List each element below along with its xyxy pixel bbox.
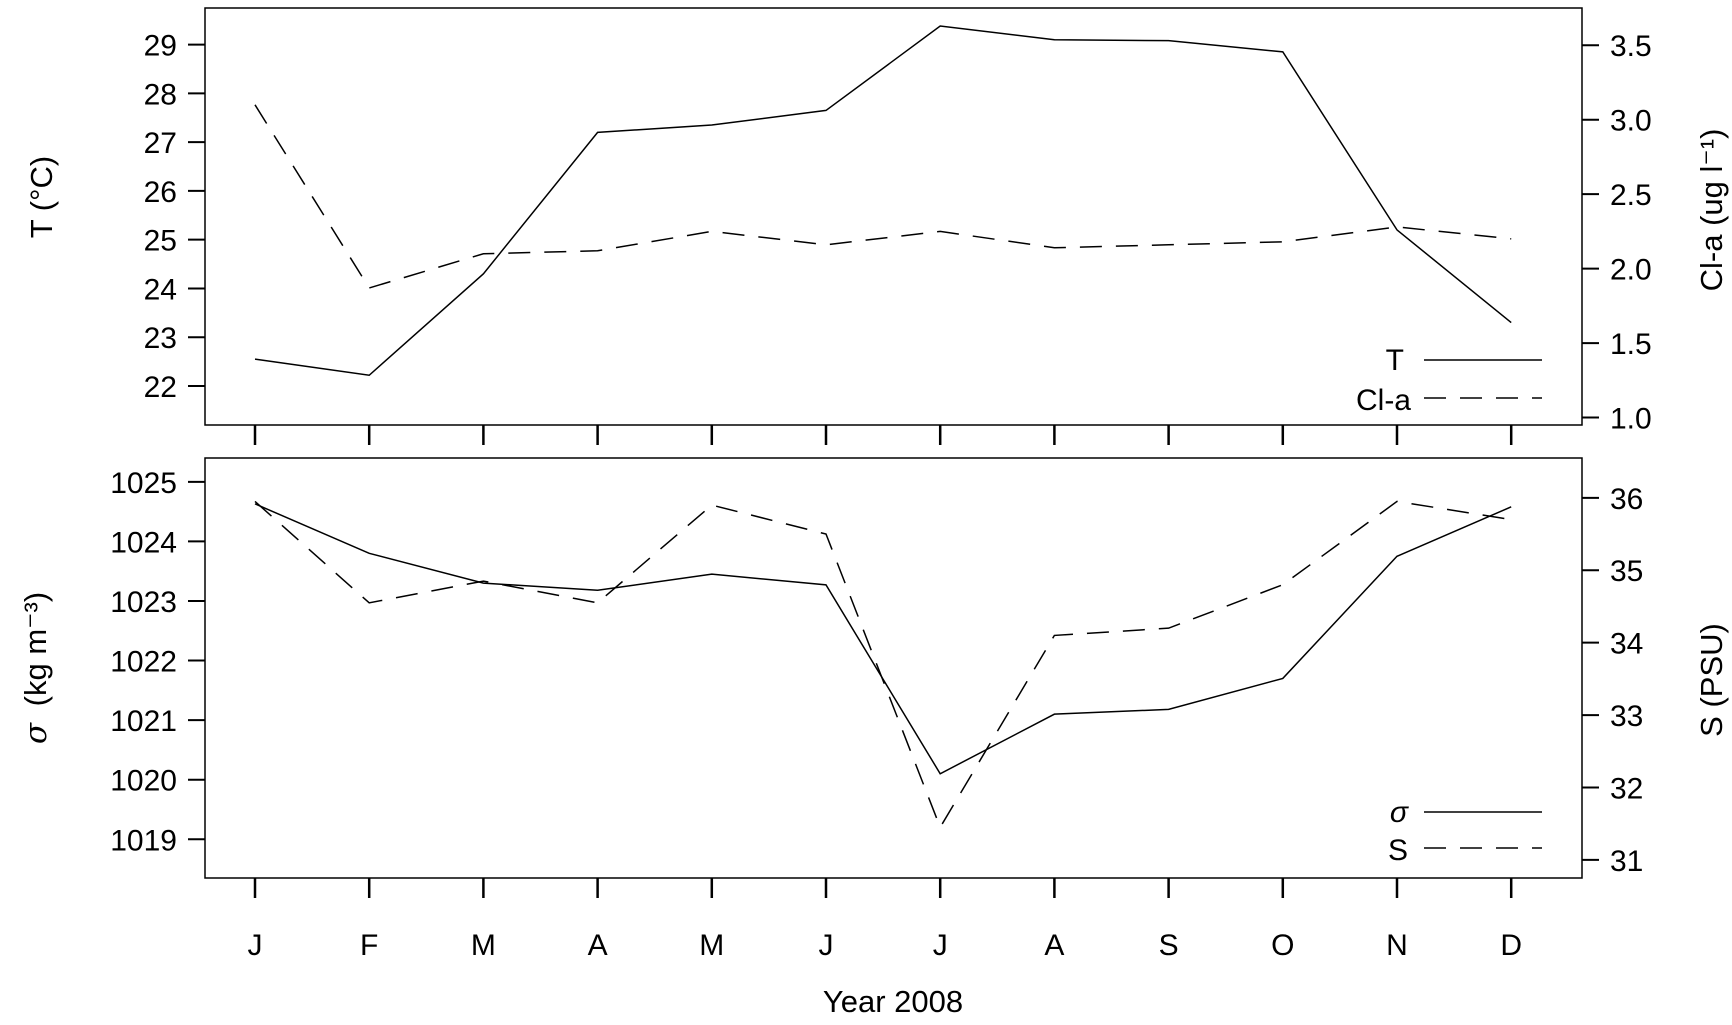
series-line-0 [254, 25, 1512, 377]
legend-label-t: T [1386, 344, 1404, 377]
right-tick-label: 1.5 [1610, 328, 1652, 361]
right-tick-label: 33 [1610, 700, 1643, 733]
x-tick-label: O [1271, 929, 1294, 962]
x-tick-label: J [248, 929, 263, 962]
left-tick-label: 24 [144, 273, 177, 306]
right-tick-label: 34 [1610, 628, 1643, 661]
legend-label-sigma: σ [1390, 796, 1410, 829]
left-tick-label: 1025 [110, 467, 177, 500]
top-series-lines [254, 25, 1512, 377]
series-line-1 [254, 104, 1512, 289]
x-tick-label: M [471, 929, 496, 962]
x-tick-label: J [933, 929, 948, 962]
left-tick-label: 1022 [110, 646, 177, 679]
left-tick-label: 23 [144, 322, 177, 355]
bottom-plot-frame [204, 457, 1583, 879]
right-tick-label: 3.5 [1610, 30, 1652, 63]
right-tick-label: 32 [1610, 772, 1643, 805]
x-tick-label: A [588, 929, 608, 962]
x-axis-title: Year 2008 [823, 984, 963, 1019]
right-tick-label: 36 [1610, 483, 1643, 516]
bottom-right-axis-title: S (PSU) [1694, 623, 1729, 737]
top-left-axis-title: T (°C) [24, 156, 59, 238]
left-tick-label: 28 [144, 78, 177, 111]
right-tick-label: 35 [1610, 555, 1643, 588]
x-tick-label: F [360, 929, 378, 962]
left-tick-label: 27 [144, 127, 177, 160]
bottom-legend: σ S [1388, 796, 1542, 867]
x-tick-label: A [1044, 929, 1064, 962]
left-tick-label: 1023 [110, 586, 177, 619]
left-tick-label: 26 [144, 176, 177, 209]
legend-label-cla: Cl-a [1356, 384, 1411, 417]
right-tick-label: 3.0 [1610, 105, 1652, 138]
bottom-left-axis: 1019 1020 1021 1022 1023 1024 1025 [110, 467, 205, 857]
top-legend: T Cl-a [1356, 344, 1542, 417]
bottom-right-axis: 31 32 33 34 35 36 [1582, 483, 1643, 878]
x-tick-label: M [699, 929, 724, 962]
bottom-series-lines [254, 500, 1512, 830]
panel-temperature-chlorophyll: 22 23 24 25 26 27 28 29 1.0 1.5 2.0 2.5 3.0 3.5 T (°… [24, 7, 1729, 445]
left-tick-label: 25 [144, 225, 177, 258]
x-tick-label: D [1500, 929, 1522, 962]
top-x-axis [253, 425, 1513, 445]
x-tick-label: S [1159, 929, 1179, 962]
left-tick-label: 1024 [110, 526, 177, 559]
left-tick-label: 29 [144, 30, 177, 63]
right-tick-label: 31 [1610, 845, 1643, 878]
right-tick-label: 1.0 [1610, 403, 1652, 436]
series-line-0 [254, 503, 1512, 775]
series-line-1 [254, 500, 1512, 830]
legend-label-s: S [1388, 834, 1408, 867]
sigma-units: (kg m⁻³) [18, 592, 53, 707]
x-tick-label: J [819, 929, 834, 962]
sigma-symbol: σ [18, 722, 54, 744]
left-tick-label: 22 [144, 371, 177, 404]
left-tick-label: 1020 [110, 765, 177, 798]
right-tick-label: 2.5 [1610, 179, 1652, 212]
top-right-axis-title: Cl-a (ug l⁻¹) [1694, 129, 1729, 292]
left-tick-label: 1021 [110, 705, 177, 738]
top-right-axis: 1.0 1.5 2.0 2.5 3.0 3.5 [1582, 30, 1652, 436]
top-left-axis: 22 23 24 25 26 27 28 29 [144, 30, 205, 404]
left-tick-label: 1019 [110, 824, 177, 857]
right-tick-label: 2.0 [1610, 254, 1652, 287]
bottom-left-axis-title: σ (kg m⁻³) [18, 592, 54, 744]
top-plot-frame [204, 7, 1583, 426]
x-tick-label: N [1386, 929, 1408, 962]
